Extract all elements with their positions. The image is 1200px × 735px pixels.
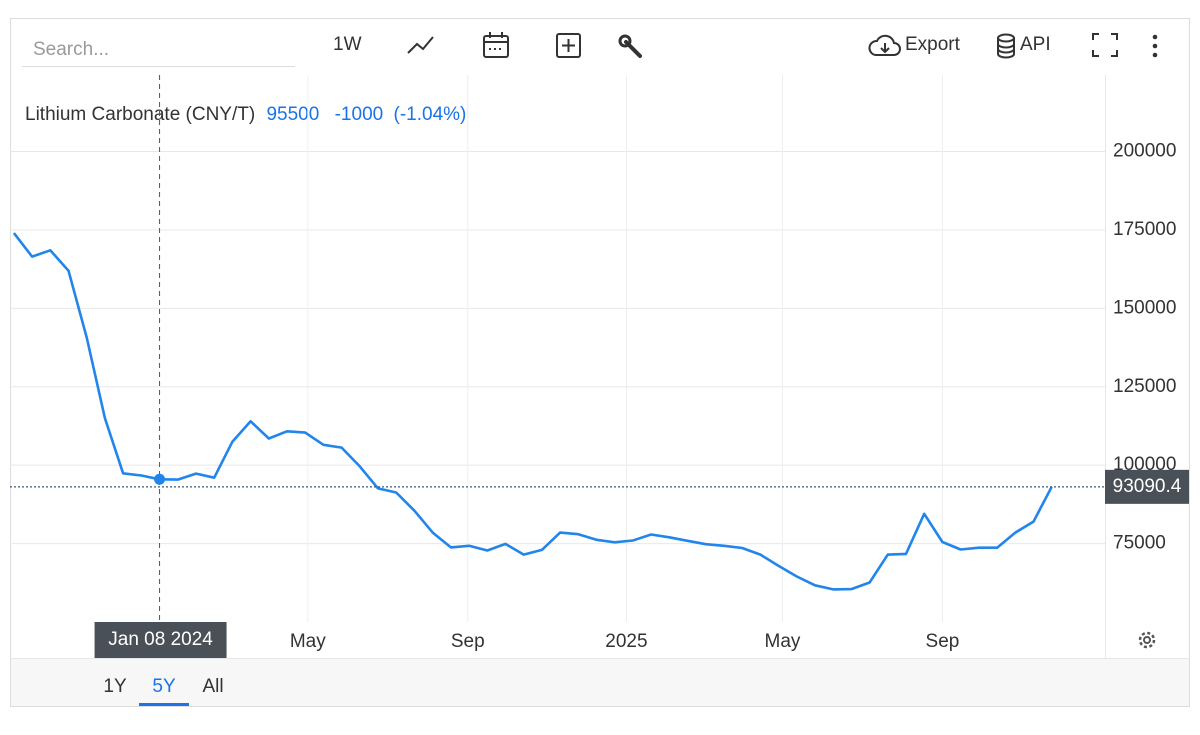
last-value-label: 93090.4 xyxy=(1113,476,1182,497)
search-placeholder[interactable]: Search... xyxy=(33,39,109,60)
export-label[interactable]: Export xyxy=(905,34,961,55)
y-tick-label: 75000 xyxy=(1113,533,1166,554)
cloud-icon[interactable] xyxy=(868,34,901,56)
api-button[interactable]: API xyxy=(997,33,1051,59)
widget-frame xyxy=(10,18,1190,707)
change: -1000 xyxy=(335,104,384,125)
search-box[interactable]: Search... xyxy=(22,39,295,67)
interval-button[interactable]: 1W xyxy=(333,34,362,55)
price: 95500 xyxy=(266,104,319,125)
x-tick-label: May xyxy=(765,631,801,652)
range-button[interactable]: 5Y xyxy=(152,676,176,697)
range-button[interactable]: All xyxy=(202,676,223,697)
database-icon[interactable] xyxy=(997,33,1015,59)
y-tick-label: 125000 xyxy=(1113,376,1176,397)
download-arrow[interactable] xyxy=(880,43,890,54)
instrument-name: Lithium Carbonate (CNY/T) xyxy=(25,104,255,125)
range-button[interactable]: 1Y xyxy=(103,676,127,697)
last-value-box xyxy=(1105,469,1189,504)
y-tick-label: 200000 xyxy=(1113,141,1176,162)
more-menu[interactable] xyxy=(1152,34,1158,58)
calendar-icon[interactable] xyxy=(483,32,509,58)
crosshair-label: Jan 08 2024 xyxy=(108,629,213,650)
price-line xyxy=(12,232,1053,591)
x-tick-label: Sep xyxy=(926,631,960,652)
settings-wrench-icon[interactable] xyxy=(618,34,642,58)
plot: 93090.4 Jan 08 2024 xyxy=(10,75,1189,658)
range-active-underline xyxy=(139,703,189,706)
api-label[interactable]: API xyxy=(1020,34,1051,55)
crosshair-label-box xyxy=(94,622,227,658)
export-button[interactable]: Export xyxy=(868,34,961,56)
change-percent: (-1.04%) xyxy=(394,104,467,125)
x-tick-label: Sep xyxy=(451,631,485,652)
x-tick-label: May xyxy=(290,631,326,652)
chart-settings-icon[interactable] xyxy=(1138,631,1156,649)
chart-type-icon[interactable] xyxy=(407,36,434,54)
x-tick-label: 2025 xyxy=(605,631,647,652)
y-tick-label: 175000 xyxy=(1113,219,1176,240)
add-icon[interactable] xyxy=(556,33,581,58)
quote-header: Lithium Carbonate (CNY/T) 95500 -1000 (-… xyxy=(25,104,466,125)
y-tick-label: 150000 xyxy=(1113,297,1176,318)
range-bar xyxy=(11,659,1189,706)
fullscreen-icon[interactable] xyxy=(1092,33,1118,57)
crosshair-dot xyxy=(154,473,166,485)
